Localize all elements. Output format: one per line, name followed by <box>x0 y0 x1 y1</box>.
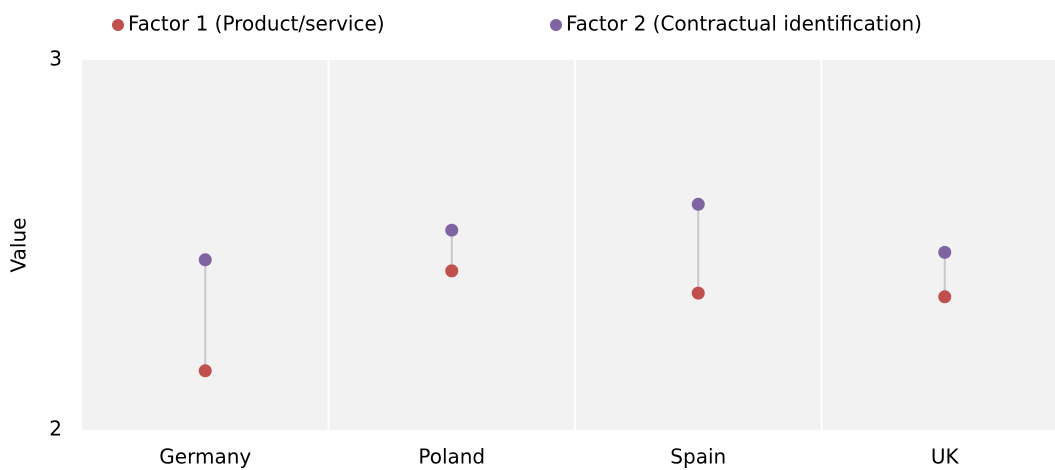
x-tick-label: Poland <box>418 445 485 469</box>
dot <box>691 286 705 300</box>
legend-marker <box>112 19 124 31</box>
legend-marker <box>550 19 562 31</box>
dot <box>198 364 212 378</box>
dot <box>445 223 459 237</box>
dot <box>938 290 952 304</box>
x-tick-label: Germany <box>159 445 251 469</box>
dot <box>691 197 705 211</box>
dot <box>938 245 952 259</box>
legend-label: Factor 2 (Contractual identification) <box>566 12 922 36</box>
y-axis-label: Value <box>7 218 31 273</box>
plot-background <box>82 60 1055 430</box>
y-tick-label: 2 <box>49 417 62 441</box>
dot <box>445 264 459 278</box>
y-tick-label: 3 <box>49 47 62 71</box>
dot <box>198 253 212 267</box>
x-tick-label: UK <box>931 445 960 469</box>
legend-label: Factor 1 (Product/service) <box>128 12 385 36</box>
x-tick-label: Spain <box>670 445 726 469</box>
